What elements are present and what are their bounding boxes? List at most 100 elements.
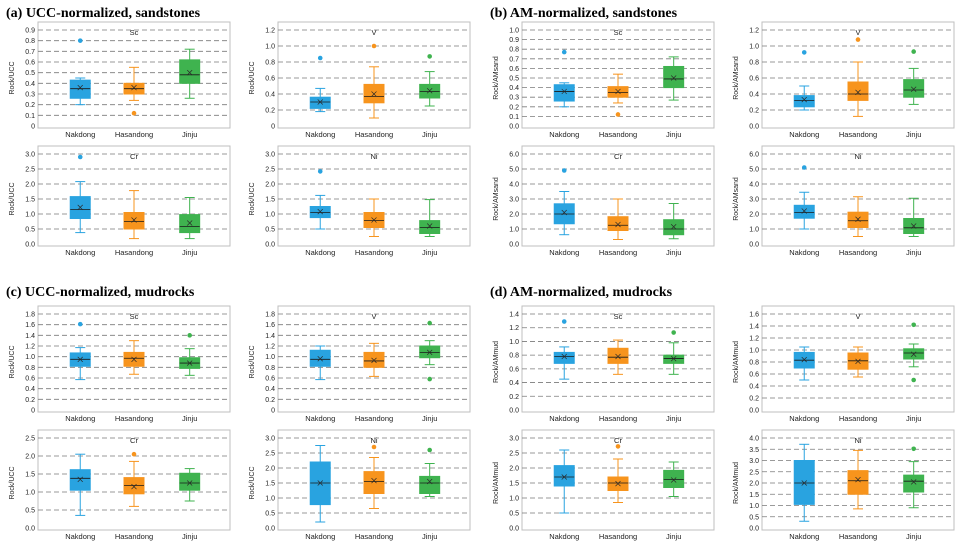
mean-marker xyxy=(910,351,917,357)
x-category-label: Hasandong xyxy=(355,248,393,257)
outlier-point xyxy=(427,447,432,453)
box-jinju xyxy=(903,446,925,509)
box-iqr xyxy=(179,472,201,491)
box-nakdong xyxy=(69,321,91,381)
box-hasandong xyxy=(363,342,385,377)
y-tick-label: 1.2 xyxy=(749,28,759,35)
y-tick-label: 1.5 xyxy=(509,481,519,488)
x-category-label: Hasandong xyxy=(115,414,153,423)
mean-marker xyxy=(615,353,621,360)
box-iqr xyxy=(847,211,869,228)
x-category-label: Jinju xyxy=(906,248,921,257)
x-category-label: Jinju xyxy=(666,414,681,423)
box-jinju xyxy=(179,197,201,240)
x-category-label: Nakdong xyxy=(305,414,335,423)
y-tick-label: 1.2 xyxy=(25,344,35,351)
y-tick-label: 1.6 xyxy=(749,312,759,319)
y-tick-label: 0.5 xyxy=(749,514,759,521)
element-label: V xyxy=(855,28,860,37)
y-tick-label: 0.6 xyxy=(749,76,759,83)
mean-marker xyxy=(615,221,621,228)
y-tick-label: 0.8 xyxy=(25,38,35,45)
box-jinju xyxy=(903,197,925,237)
box-iqr xyxy=(847,81,869,101)
y-tick-label: 0.8 xyxy=(749,60,759,67)
y-axis-label: Rock/AMmud xyxy=(733,341,740,383)
y-tick-label: 1.2 xyxy=(749,336,759,343)
chart-ni: 0.0 0.5 1.0 1.5 2.0 2.5 3.0 3.5 4.0 Rock/AMmud Ni N… xyxy=(733,429,955,541)
mean-marker xyxy=(801,96,807,103)
y-tick-label: 0.5 xyxy=(509,76,519,83)
outlier-point xyxy=(911,49,916,54)
outlier-point xyxy=(615,112,621,117)
box-iqr xyxy=(419,220,441,235)
y-tick-label: 2.5 xyxy=(25,436,35,443)
y-axis-label: Rock/AMsand xyxy=(493,56,500,100)
y-tick-label: 0.6 xyxy=(25,376,35,383)
x-category-label: Hasandong xyxy=(599,532,637,541)
mean-marker xyxy=(561,88,567,95)
y-tick-label: 3.0 xyxy=(749,458,759,465)
y-tick-label: 3.5 xyxy=(749,447,759,454)
mean-marker xyxy=(670,477,677,483)
x-category-label: Jinju xyxy=(182,414,197,423)
x-category-label: Jinju xyxy=(906,414,921,423)
x-category-label: Nakdong xyxy=(549,130,579,139)
y-tick-label: 0.0 xyxy=(509,242,519,249)
box-nakdong xyxy=(309,55,331,113)
box-iqr xyxy=(553,84,575,102)
y-tick-label: 2.5 xyxy=(25,167,35,174)
y-tick-label: 0 xyxy=(31,124,35,131)
y-tick-label: 1.0 xyxy=(749,348,759,355)
x-category-label: Nakdong xyxy=(305,130,335,139)
y-tick-label: 2.0 xyxy=(25,182,35,189)
y-tick-label: 2.0 xyxy=(749,481,759,488)
y-tick-label: 1.0 xyxy=(265,354,275,361)
y-tick-label: 4.0 xyxy=(749,182,759,189)
x-category-label: Jinju xyxy=(422,248,437,257)
outlier-point xyxy=(317,55,323,61)
panel-title: (d) AM-normalized, mudrocks xyxy=(490,285,673,300)
x-category-label: Jinju xyxy=(182,532,197,541)
mean-marker xyxy=(855,358,861,365)
y-tick-label: 1.2 xyxy=(509,325,519,332)
outlier-point xyxy=(561,49,567,55)
mean-marker xyxy=(561,474,567,480)
chart-ni: 0.0 0.5 1.0 1.5 2.0 2.5 3.0 Rock/UCC Ni Nakdong Ha… xyxy=(249,145,471,257)
y-tick-label: 0.4 xyxy=(265,92,275,99)
outlier-point xyxy=(427,54,432,59)
y-tick-label: 0.4 xyxy=(749,92,759,99)
y-tick-label: 1.8 xyxy=(265,312,275,319)
box-jinju xyxy=(903,49,925,105)
y-tick-label: 1.4 xyxy=(749,324,759,331)
x-category-label: Jinju xyxy=(906,130,921,139)
outlier-point xyxy=(911,446,916,452)
x-category-label: Jinju xyxy=(666,532,681,541)
y-tick-label: 1.0 xyxy=(749,503,759,510)
y-tick-label: 1.2 xyxy=(265,344,275,351)
box-hasandong xyxy=(363,444,385,509)
y-axis-label: Rock/AMsand xyxy=(733,56,740,100)
box-jinju xyxy=(419,320,441,382)
box-hasandong xyxy=(847,449,869,510)
y-tick-label: 3.0 xyxy=(509,197,519,204)
element-label: Sc xyxy=(614,312,623,321)
mean-marker xyxy=(77,204,83,211)
x-category-label: Hasandong xyxy=(839,532,877,541)
box-iqr xyxy=(903,79,925,98)
x-category-label: Jinju xyxy=(906,532,921,541)
mean-marker xyxy=(317,480,323,486)
y-tick-label: 2.5 xyxy=(265,167,275,174)
box-jinju xyxy=(419,447,441,497)
x-category-label: Hasandong xyxy=(115,130,153,139)
chart-v: 0.0 0.2 0.4 0.6 0.8 1.0 1.2 Rock/AMsand V Nakdong… xyxy=(733,21,955,139)
mean-marker xyxy=(855,89,861,96)
x-category-label: Jinju xyxy=(422,130,437,139)
y-tick-label: 1.0 xyxy=(25,490,35,497)
y-tick-label: 1.0 xyxy=(265,496,275,503)
y-tick-label: 0.5 xyxy=(25,227,35,234)
element-label: V xyxy=(371,312,376,321)
mean-marker xyxy=(317,356,323,362)
y-tick-label: 0.0 xyxy=(265,526,275,533)
y-tick-label: 4.0 xyxy=(749,436,759,443)
